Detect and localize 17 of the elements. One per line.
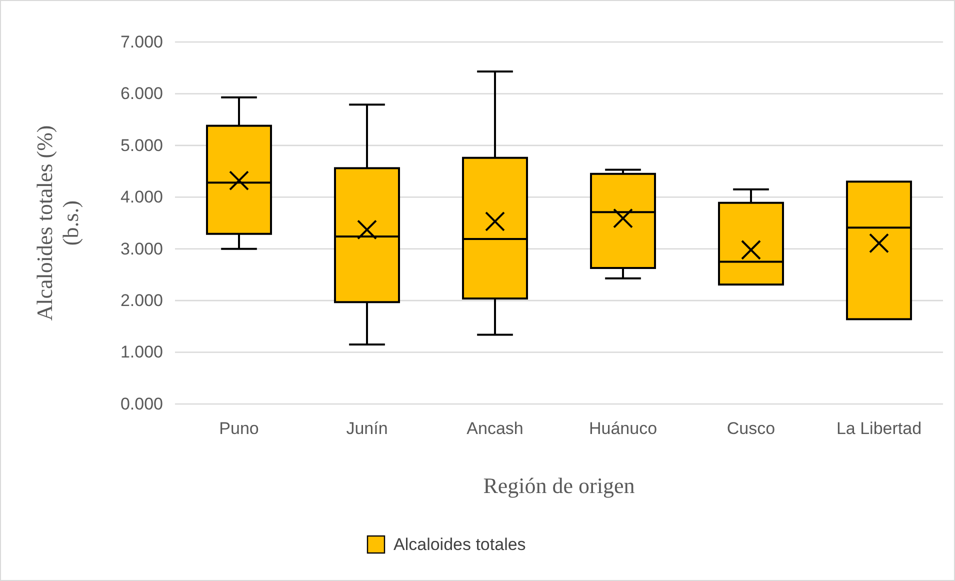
y-tick-label: 1.000 — [120, 342, 163, 362]
y-tick-label: 4.000 — [120, 188, 163, 207]
y-tick-label: 7.000 — [120, 32, 163, 52]
x-tick-label: Cusco — [726, 419, 776, 438]
x-tick-label: Puno — [219, 419, 259, 438]
y-tick-label: 3.000 — [120, 239, 163, 258]
y-axis-title: Alcaloides totales (%) (b.s.) — [32, 125, 83, 321]
y-tick-label: 6.000 — [120, 84, 163, 104]
legend-label: Alcaloides totales — [394, 535, 526, 554]
x-tick-label: Huánuco — [588, 419, 658, 438]
y-tick-label: 0.000 — [120, 394, 163, 414]
x-tick-label: Junín — [346, 419, 388, 438]
x-axis-title: Región de origen — [483, 473, 635, 498]
y-tick-label: 2.000 — [120, 291, 163, 310]
y-tick-label: 5.000 — [120, 136, 163, 155]
x-tick-label: Ancash — [466, 419, 524, 438]
x-tick-label: La Libertad — [836, 419, 922, 438]
